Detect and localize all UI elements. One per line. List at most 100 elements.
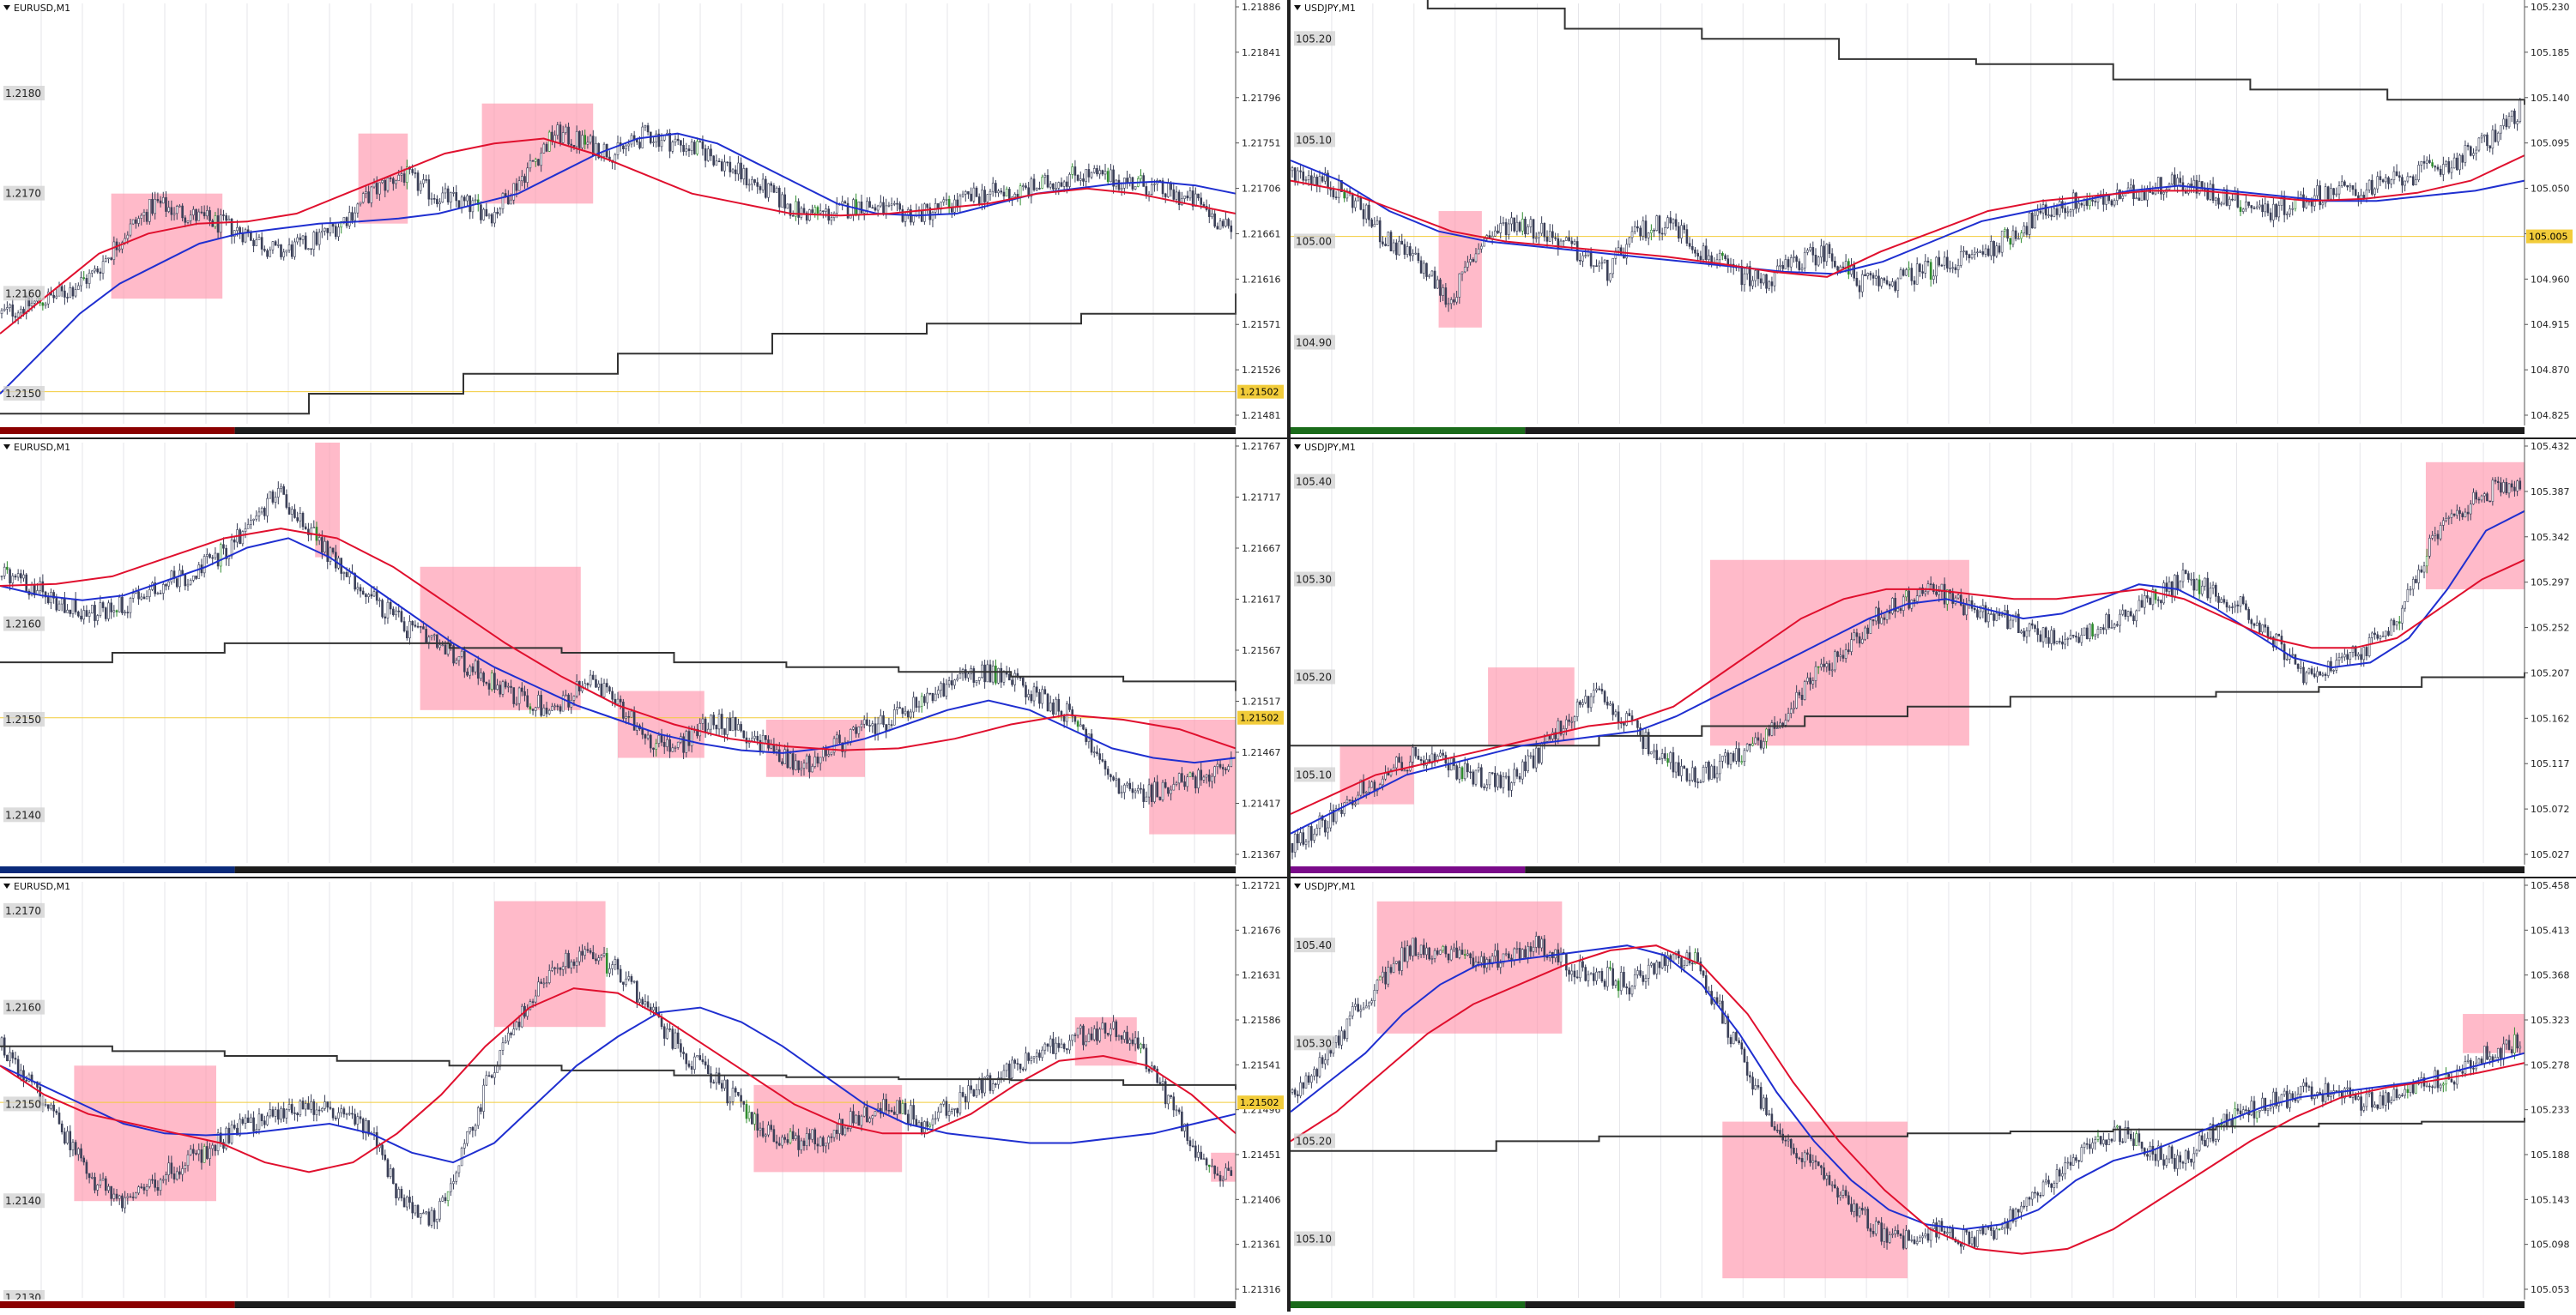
chart-title[interactable]: EURUSD,M1 <box>3 881 70 892</box>
candle-body <box>1164 782 1166 787</box>
candle-body <box>2278 206 2280 217</box>
candle-body <box>269 1110 271 1116</box>
candle-body <box>275 498 276 503</box>
candle-body <box>1118 779 1120 793</box>
candle-body <box>803 208 805 213</box>
candle-body <box>228 219 230 220</box>
chart-title[interactable]: EURUSD,M1 <box>3 3 70 14</box>
candle-body <box>291 1104 293 1113</box>
candle-body <box>1382 779 1383 785</box>
candle-body <box>1763 741 1764 748</box>
candle-body <box>245 230 246 242</box>
chart-panel-p6[interactable]: 105.40105.30105.20105.10105.458105.41310… <box>1291 878 2576 1312</box>
candle-body <box>1810 247 1811 250</box>
candle-body <box>781 1137 783 1145</box>
candle-body <box>2270 213 2271 220</box>
candle-body <box>453 1181 455 1184</box>
candle-body <box>1725 256 1726 259</box>
candle-body <box>1776 728 1778 729</box>
candle-body <box>2371 633 2373 637</box>
candle-body <box>2341 182 2343 186</box>
candle-body <box>836 735 838 739</box>
candle-body <box>1859 636 1860 643</box>
candle-body <box>803 1141 805 1146</box>
candle-body <box>1551 232 1553 238</box>
candle-body <box>2377 635 2379 638</box>
candle-body <box>458 656 460 661</box>
candle-body <box>2519 481 2521 489</box>
candle-body <box>683 1052 685 1053</box>
candle-body <box>1596 266 1598 267</box>
candle-body <box>781 195 783 208</box>
candle-body <box>184 575 186 586</box>
candle-body <box>987 665 989 682</box>
candle-body <box>2407 589 2409 601</box>
time-axis-session-bar <box>0 427 235 434</box>
candle-body <box>2141 600 2143 607</box>
candle-body <box>2316 672 2318 677</box>
candle-body <box>2187 574 2189 580</box>
candle-body <box>850 729 851 742</box>
candle-body <box>2267 627 2269 636</box>
candle-body <box>1140 176 1142 179</box>
candle-body <box>261 238 263 250</box>
chart-panel-p3[interactable]: 1.21601.21501.21401.217671.217171.216671… <box>0 439 1287 877</box>
candle-body <box>220 545 221 566</box>
candle-body <box>608 687 610 691</box>
candle-body <box>663 1027 665 1039</box>
candle-body <box>856 727 857 733</box>
candle-body <box>723 728 725 734</box>
candle-body <box>652 142 654 143</box>
candle-body <box>127 235 129 238</box>
candle-body <box>390 1168 391 1176</box>
candle-body <box>1450 299 1452 303</box>
candle-body <box>2338 186 2340 194</box>
candle-body <box>346 1113 348 1114</box>
candle-body <box>1957 265 1959 269</box>
chart-title[interactable]: EURUSD,M1 <box>3 442 70 453</box>
chart-panel-p1[interactable]: 1.21801.21701.21601.21501.218861.218411.… <box>0 0 1287 437</box>
candle-body <box>771 184 772 185</box>
candle-body <box>1678 226 1679 238</box>
candle-body <box>256 516 257 519</box>
candle-body <box>1757 738 1759 740</box>
candle-body <box>1146 186 1147 196</box>
candle-body <box>2343 182 2345 185</box>
candle-body <box>256 239 257 245</box>
candle-body <box>2217 596 2219 602</box>
candle-body <box>288 1104 290 1109</box>
price-level-label: 105.20 <box>1296 33 1332 45</box>
candle-body <box>1480 246 1482 249</box>
candle-body <box>396 1184 397 1198</box>
candle-body <box>2215 198 2216 201</box>
candle-body <box>2404 601 2406 608</box>
candle-body <box>946 199 947 200</box>
candle-body <box>2231 199 2233 200</box>
candle-body <box>1354 201 1356 208</box>
candle-body <box>1875 276 1877 279</box>
candle-body <box>2313 674 2315 677</box>
candle-body <box>86 278 88 283</box>
candle-body <box>1461 272 1463 274</box>
candle-body <box>2368 637 2370 655</box>
candle-body <box>124 1197 126 1208</box>
chart-panel-p2[interactable]: 105.20105.10105.00104.90105.230105.18510… <box>1291 0 2576 437</box>
candle-body <box>1884 279 1885 280</box>
candle-body <box>165 1175 166 1179</box>
candle-body <box>516 1022 517 1028</box>
candle-body <box>217 553 219 566</box>
chart-panel-p4[interactable]: 105.40105.30105.20105.10105.432105.38710… <box>1291 439 2576 877</box>
candle-body <box>2396 622 2398 625</box>
chart-panel-p5[interactable]: 1.21701.21601.21501.21401.21301.217211.2… <box>0 878 1287 1312</box>
candle-body <box>633 711 635 730</box>
candle-body <box>2481 496 2482 500</box>
candle-body <box>77 286 79 290</box>
candle-body <box>565 953 566 966</box>
candle-body <box>524 691 526 696</box>
candle-body <box>2081 203 2083 205</box>
candle-body <box>2451 168 2452 172</box>
candle-body <box>998 191 1000 193</box>
candle-body <box>943 200 945 202</box>
